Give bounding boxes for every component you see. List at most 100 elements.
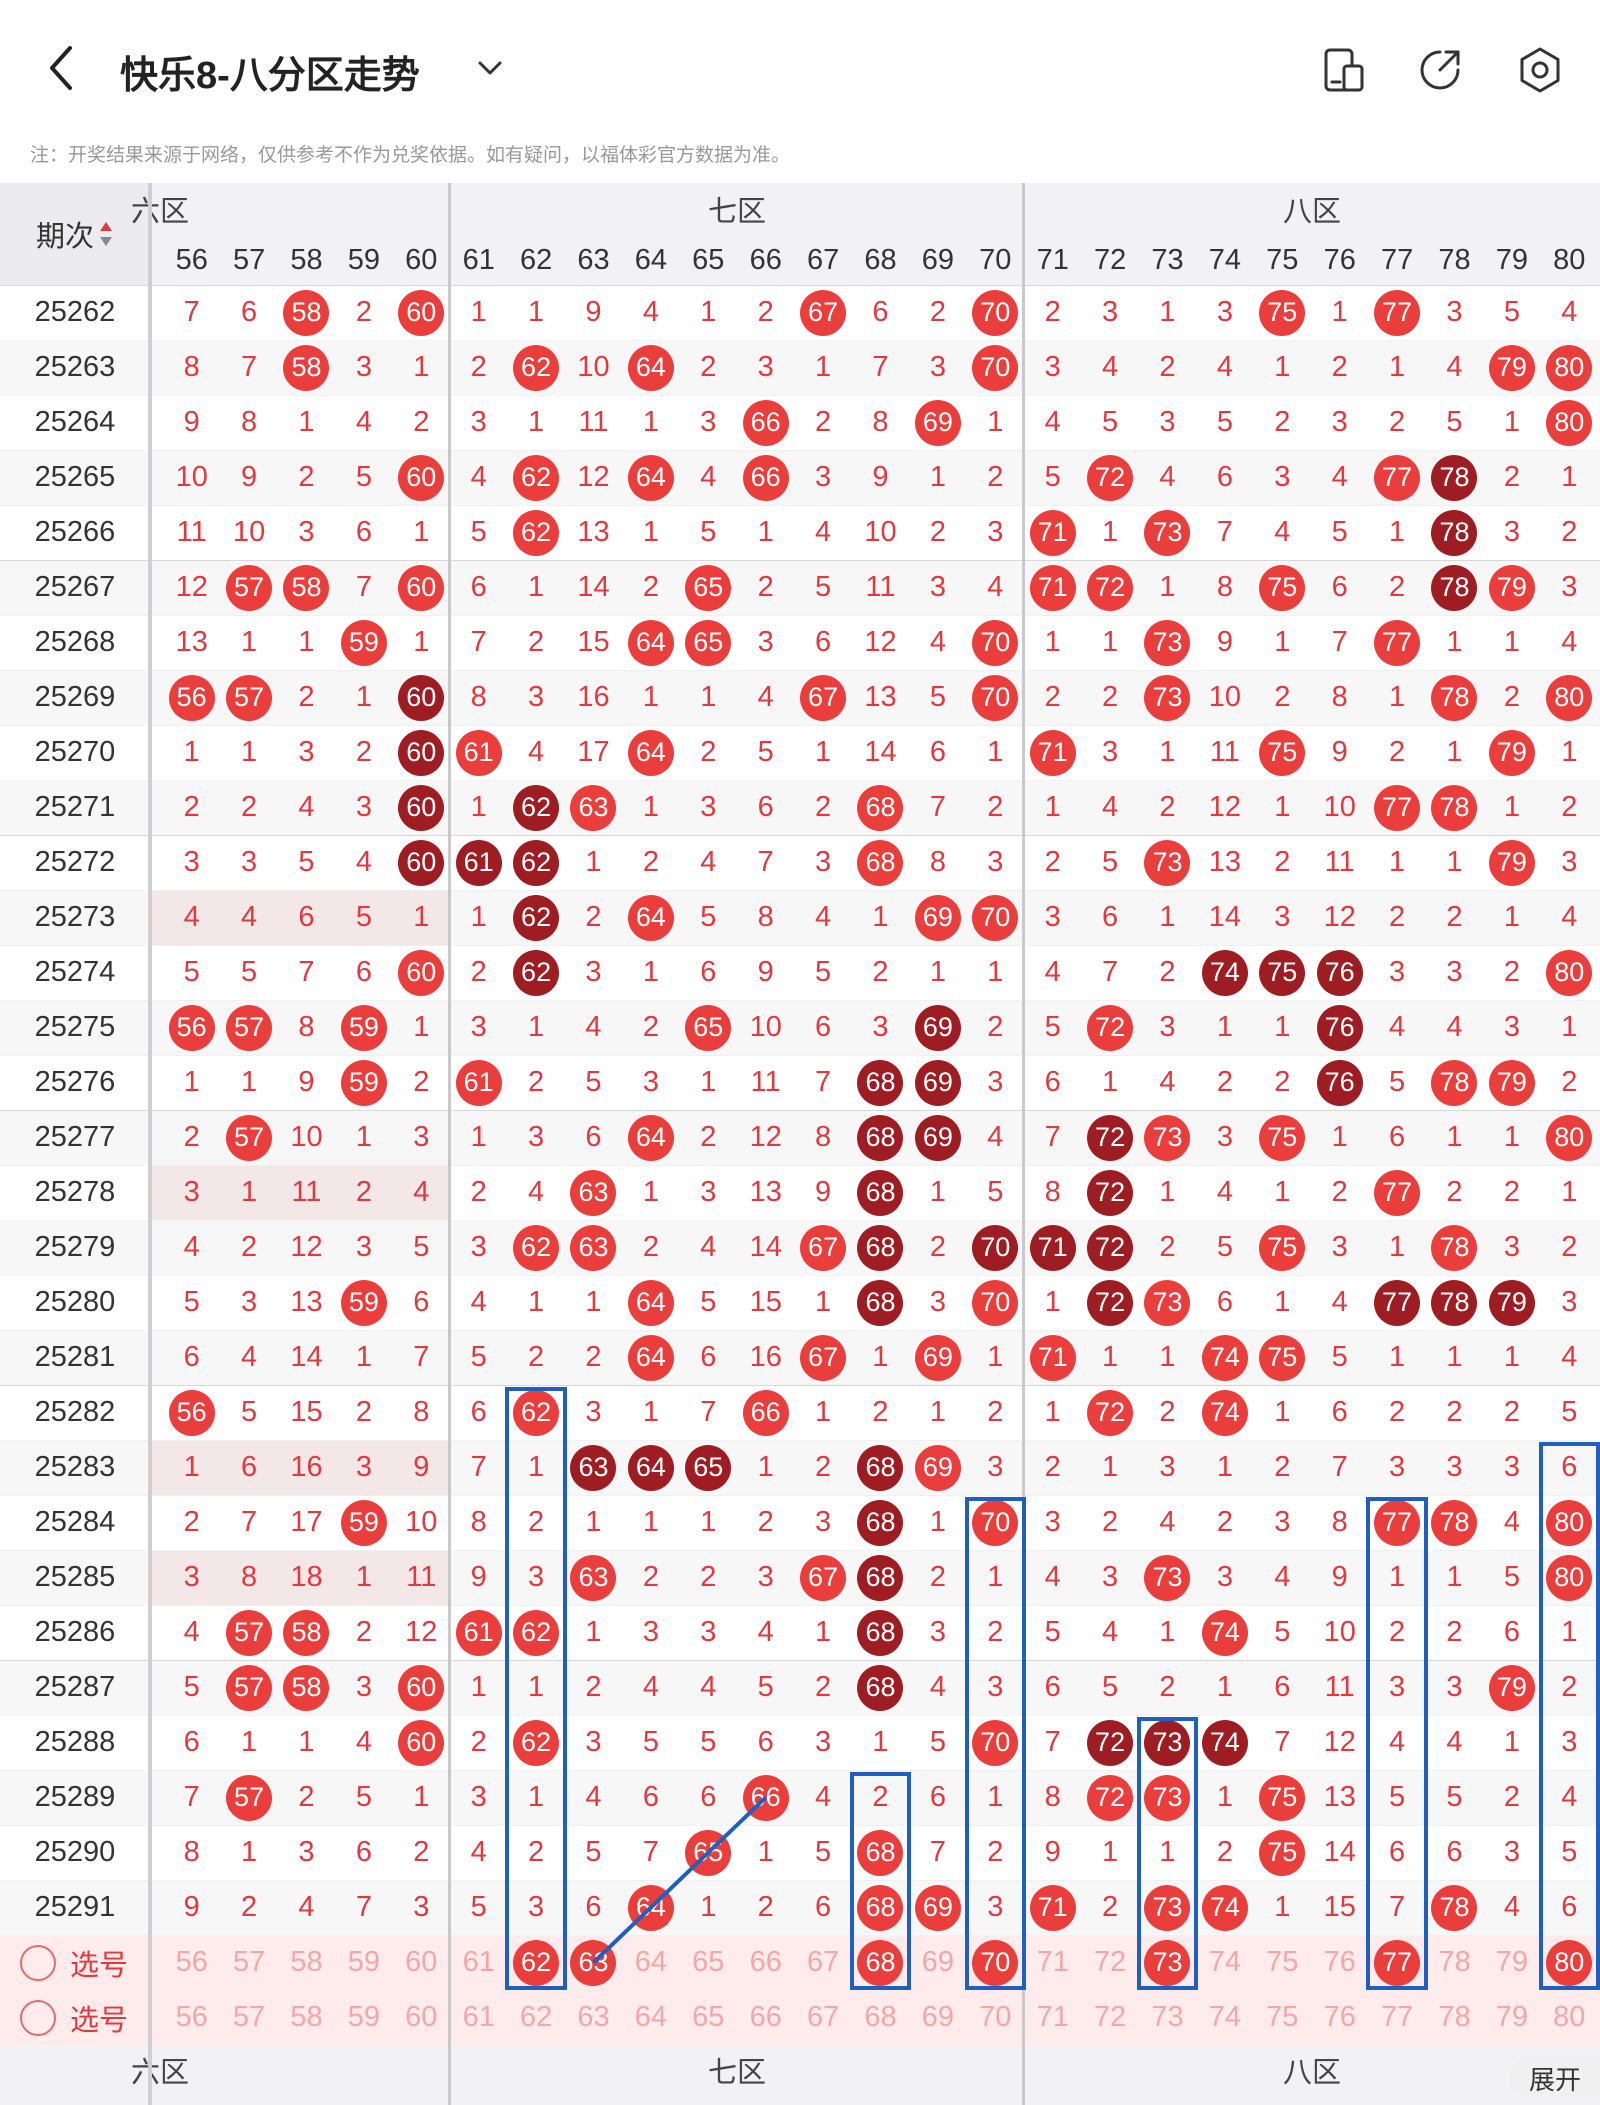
picked-ball[interactable]: 62 (513, 1939, 560, 1986)
trend-cell: 3 (815, 1726, 832, 1758)
pick-cell[interactable]: 73 (1151, 2001, 1184, 2033)
picked-ball[interactable]: 70 (972, 1939, 1019, 1986)
pick-cell[interactable]: 78 (1438, 2001, 1471, 2033)
pick-cell[interactable]: 61 (462, 1946, 495, 1978)
pick-cell[interactable]: 56 (175, 1946, 208, 1978)
pick-cell[interactable]: 77 (1380, 2001, 1414, 2033)
trend-cell: 57 (220, 670, 277, 725)
share-icon[interactable] (1414, 44, 1466, 96)
pick-cell[interactable]: 64 (634, 1946, 668, 1978)
table-row (0, 1495, 1600, 1551)
pick-cell[interactable]: 59 (347, 2001, 381, 2033)
pick-cell[interactable]: 60 (405, 2001, 438, 2033)
row-highlight (151, 1166, 450, 1221)
pick-cell[interactable]: 65 (692, 1946, 725, 1978)
pick-cell[interactable]: 58 (290, 2001, 323, 2033)
trend-cell: 4 (1102, 1616, 1119, 1648)
select-radio[interactable] (20, 1999, 56, 2036)
pick-cell[interactable]: 69 (921, 2001, 955, 2033)
pick-cell[interactable]: 77 (1368, 1935, 1425, 1990)
select-radio[interactable] (20, 1944, 56, 1981)
trend-cell: 14 (1323, 1836, 1356, 1868)
pick-cell[interactable]: 76 (1323, 2001, 1356, 2033)
issue-number: 25275 (34, 1011, 116, 1043)
pick-cell[interactable]: 68 (852, 1935, 909, 1990)
picked-ball[interactable]: 68 (857, 1939, 904, 1986)
issue-number: 25272 (34, 846, 116, 878)
pick-cell[interactable]: 68 (864, 2001, 897, 2033)
pick-cell[interactable]: 74 (1208, 1946, 1242, 1978)
trend-cell: 1 (241, 626, 258, 658)
pick-cell[interactable]: 58 (290, 1946, 323, 1978)
pick-cell[interactable]: 61 (462, 2001, 495, 2033)
back-icon[interactable] (40, 38, 84, 98)
trend-cell: 1 (298, 626, 315, 658)
pick-cell[interactable]: 67 (806, 1946, 840, 1978)
trend-cell: 2 (929, 516, 946, 548)
pick-cell[interactable]: 66 (749, 1946, 782, 1978)
pick-cell[interactable]: 72 (1093, 2001, 1127, 2033)
trend-cell: 2 (1503, 1781, 1520, 1813)
sort-icon[interactable] (98, 219, 114, 249)
pick-cell[interactable]: 71 (1036, 1946, 1069, 1978)
column-number: 66 (749, 243, 782, 276)
trend-cell: 7 (413, 1341, 430, 1373)
picked-ball[interactable]: 77 (1374, 1939, 1421, 1986)
period-header[interactable]: 期次 (0, 183, 150, 285)
trend-cell: 4 (183, 901, 200, 933)
trend-cell: 73 (1139, 1275, 1196, 1330)
trend-cell: 73 (1139, 670, 1196, 725)
trend-cell: 3 (929, 1286, 946, 1318)
pick-cell[interactable]: 72 (1093, 1946, 1127, 1978)
pick-cell[interactable]: 71 (1036, 2001, 1069, 2033)
pick-row-label[interactable]: 选号 (0, 1990, 150, 2045)
settings-icon[interactable] (1514, 44, 1566, 96)
trend-cell: 59 (335, 1275, 392, 1330)
trend-cell: 67 (794, 285, 851, 340)
pick-label: 选号 (70, 1949, 129, 1982)
pick-cell[interactable]: 66 (749, 2001, 782, 2033)
pick-cell[interactable]: 75 (1266, 1946, 1299, 1978)
pick-cell[interactable]: 79 (1495, 2001, 1529, 2033)
pick-cell[interactable]: 63 (577, 2001, 610, 2033)
trend-cell: 6 (815, 1011, 832, 1043)
pick-cell[interactable]: 62 (507, 1935, 564, 1990)
device-icon[interactable] (1318, 44, 1370, 96)
trend-cell: 3 (987, 846, 1004, 878)
pick-cell[interactable]: 67 (806, 2001, 840, 2033)
pick-cell[interactable]: 76 (1323, 1946, 1356, 1978)
picked-ball[interactable]: 80 (1546, 1939, 1593, 1986)
pick-cell[interactable]: 59 (347, 1946, 381, 1978)
pick-cell[interactable]: 80 (1553, 2001, 1586, 2033)
pick-cell[interactable]: 70 (967, 1935, 1024, 1990)
pick-cell[interactable]: 78 (1438, 1946, 1471, 1978)
table-row (0, 1385, 1600, 1441)
pick-cell[interactable]: 64 (634, 2001, 668, 2033)
chevron-down-icon[interactable] (470, 48, 510, 88)
pick-cell[interactable]: 75 (1266, 2001, 1299, 2033)
trend-cell: 3 (1389, 1451, 1406, 1483)
pick-cell[interactable]: 73 (1139, 1935, 1196, 1990)
trend-cell: 1 (1561, 1616, 1578, 1648)
pick-cell[interactable]: 70 (979, 2001, 1012, 2033)
pick-cell[interactable]: 62 (519, 2001, 553, 2033)
expand-button[interactable]: 展开 (1510, 2055, 1600, 2101)
pick-cell[interactable]: 57 (232, 1946, 266, 1978)
trend-cell: 6 (585, 1891, 602, 1923)
picked-ball[interactable]: 73 (1144, 1939, 1191, 1986)
pick-row-label[interactable]: 选号 (0, 1935, 150, 1990)
trend-cell: 6 (585, 1121, 602, 1153)
trend-cell: 63 (565, 780, 622, 835)
pick-cell[interactable]: 74 (1208, 2001, 1242, 2033)
pick-cell[interactable]: 56 (175, 2001, 208, 2033)
trend-cell: 6 (1331, 1396, 1348, 1428)
pick-cell[interactable]: 57 (232, 2001, 266, 2033)
pick-cell[interactable]: 65 (692, 2001, 725, 2033)
pick-cell[interactable]: 69 (921, 1946, 955, 1978)
pick-cell[interactable]: 60 (405, 1946, 438, 1978)
trend-cell: 3 (1159, 1011, 1176, 1043)
pick-cell[interactable]: 80 (1541, 1935, 1598, 1990)
draw-ball: 76 (1316, 1059, 1363, 1106)
pick-cell[interactable]: 79 (1495, 1946, 1529, 1978)
draw-ball: 63 (570, 1554, 617, 1601)
